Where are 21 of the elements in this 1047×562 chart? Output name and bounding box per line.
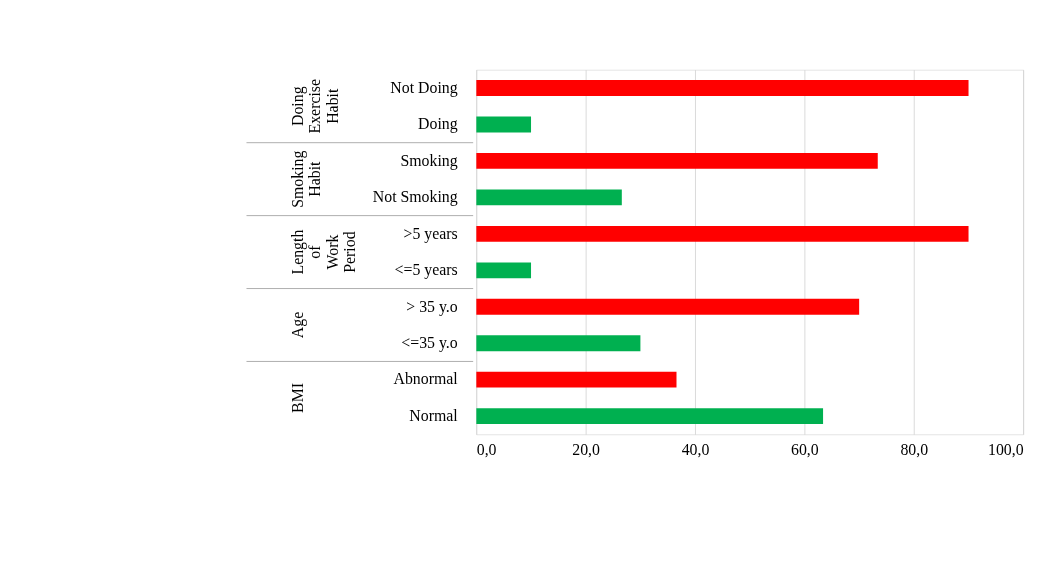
- y-tick-label: <=35 y.o: [401, 333, 458, 352]
- y-tick-label: Abnormal: [393, 370, 459, 388]
- x-tick-label: 0,0: [476, 441, 497, 459]
- y-tick-label: > 35 y.o: [406, 297, 458, 316]
- text: Length of Work Period: [288, 229, 359, 275]
- x-tick-label: 20,0: [572, 441, 601, 459]
- text: Age: [288, 311, 307, 339]
- y-tick-label: Not Smoking: [372, 188, 458, 207]
- x-tick-label: 100,0: [987, 441, 1024, 459]
- x-tick-label: 80,0: [900, 441, 929, 459]
- y-tick-label: >5 years: [403, 224, 458, 243]
- x-tick-label: 40,0: [681, 441, 710, 459]
- y-tick-label: <=5 years: [394, 261, 458, 280]
- text: BMI: [288, 382, 306, 413]
- y-tick-label: Normal: [409, 406, 459, 424]
- text: Doing Exercise Habit: [288, 78, 341, 134]
- y-tick-label: Doing: [418, 115, 458, 134]
- y-tick-label: Smoking: [400, 151, 458, 170]
- text: Smoking Habit: [288, 150, 324, 208]
- y-tick-label: Not Doing: [390, 78, 458, 97]
- x-tick-label: 60,0: [791, 441, 819, 459]
